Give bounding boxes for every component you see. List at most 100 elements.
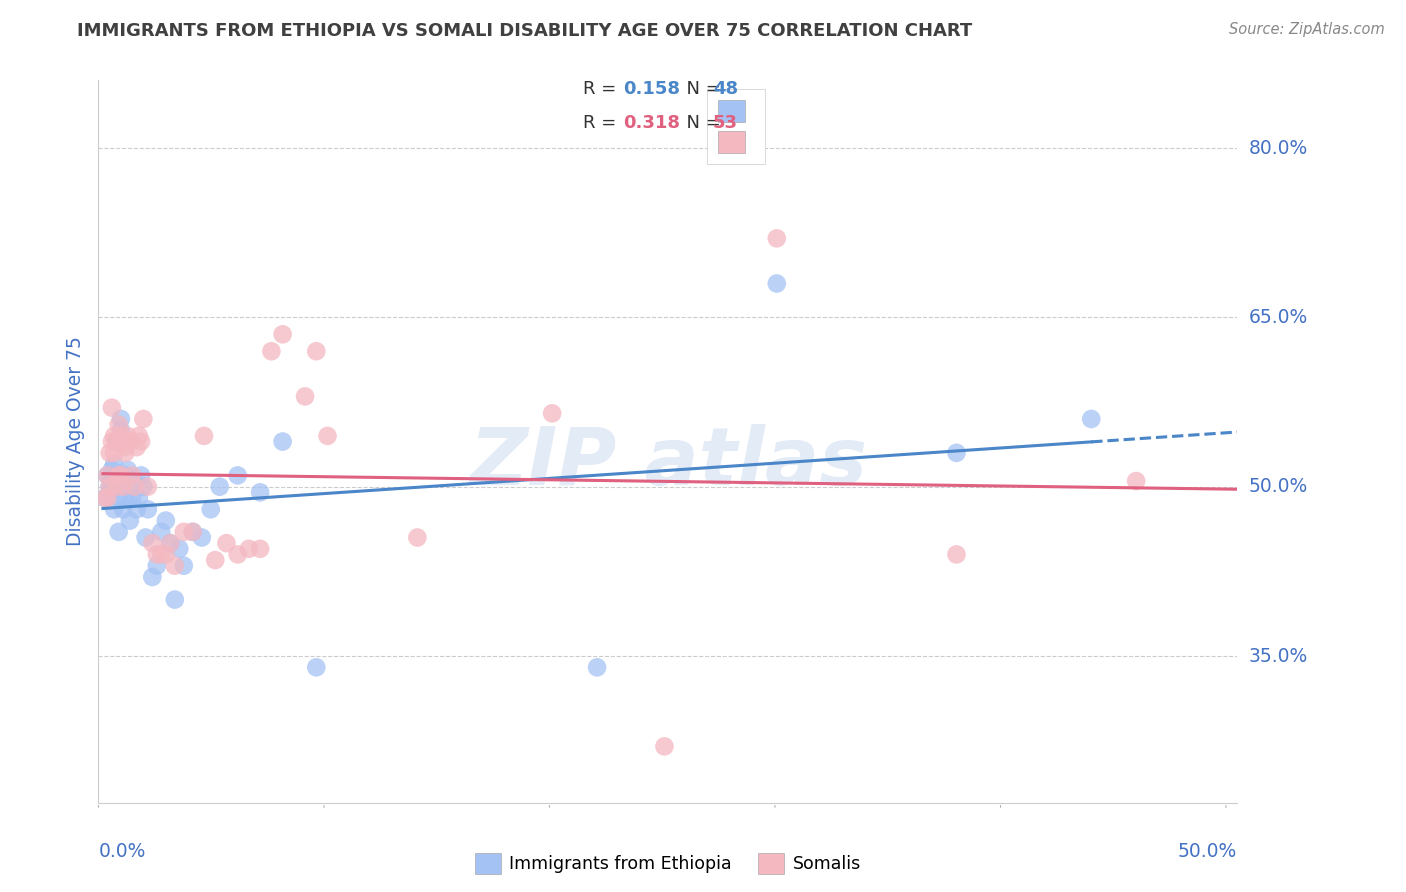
Point xyxy=(294,389,316,403)
Point xyxy=(103,429,125,443)
Point xyxy=(101,474,124,488)
Point xyxy=(112,434,135,449)
Text: ZIP atlas: ZIP atlas xyxy=(468,425,868,502)
Point xyxy=(107,524,129,539)
Point xyxy=(114,440,136,454)
Text: 0.318: 0.318 xyxy=(623,114,681,132)
Point xyxy=(305,344,328,359)
Point xyxy=(112,480,135,494)
Point xyxy=(94,491,117,505)
Point xyxy=(159,536,181,550)
Point xyxy=(155,548,177,562)
Point xyxy=(155,514,177,528)
Point xyxy=(103,502,125,516)
Point xyxy=(945,548,967,562)
Point xyxy=(98,446,121,460)
Legend: Immigrants from Ethiopia, Somalis: Immigrants from Ethiopia, Somalis xyxy=(468,846,868,880)
Point xyxy=(654,739,676,754)
Point xyxy=(107,468,129,483)
Point xyxy=(135,531,157,545)
Point xyxy=(181,524,204,539)
Point xyxy=(128,429,150,443)
Point xyxy=(190,531,212,545)
Text: R =: R = xyxy=(583,80,623,98)
Point xyxy=(200,502,222,516)
Point xyxy=(173,524,195,539)
Point xyxy=(117,463,139,477)
Point xyxy=(150,524,173,539)
Point xyxy=(541,406,564,420)
Point xyxy=(125,440,148,454)
Point xyxy=(226,468,249,483)
Point xyxy=(150,548,173,562)
Point xyxy=(121,468,143,483)
Point xyxy=(945,446,967,460)
Point xyxy=(316,429,339,443)
Point xyxy=(159,536,181,550)
Text: 0.158: 0.158 xyxy=(623,80,681,98)
Point xyxy=(98,485,121,500)
Point xyxy=(121,491,143,505)
Point xyxy=(103,446,125,460)
Point xyxy=(132,412,155,426)
Point xyxy=(173,558,195,573)
Point xyxy=(101,463,124,477)
Point xyxy=(1080,412,1102,426)
Point xyxy=(101,434,124,449)
Point xyxy=(114,468,136,483)
Y-axis label: Disability Age Over 75: Disability Age Over 75 xyxy=(66,336,84,547)
Point xyxy=(125,502,148,516)
Point xyxy=(271,327,294,342)
Point xyxy=(129,468,152,483)
Point xyxy=(163,558,186,573)
Point xyxy=(128,491,150,505)
Point xyxy=(110,468,132,483)
Point xyxy=(141,570,163,584)
Point xyxy=(98,480,121,494)
Text: N =: N = xyxy=(675,114,727,132)
Point xyxy=(105,434,128,449)
Point xyxy=(163,592,186,607)
Text: R =: R = xyxy=(583,114,623,132)
Point xyxy=(114,491,136,505)
Text: 53: 53 xyxy=(713,114,738,132)
Point xyxy=(110,412,132,426)
Point xyxy=(101,401,124,415)
Point xyxy=(129,434,152,449)
Text: 35.0%: 35.0% xyxy=(1249,647,1308,665)
Point xyxy=(105,434,128,449)
Point xyxy=(107,491,129,505)
Text: N =: N = xyxy=(675,80,727,98)
Point xyxy=(96,468,118,483)
Point xyxy=(124,480,146,494)
Point xyxy=(260,344,283,359)
Point xyxy=(765,277,787,291)
Point xyxy=(94,491,117,505)
Point xyxy=(118,514,141,528)
Point xyxy=(226,548,249,562)
Point xyxy=(96,468,118,483)
Point xyxy=(305,660,328,674)
Point xyxy=(146,548,169,562)
Point xyxy=(105,480,128,494)
Text: Source: ZipAtlas.com: Source: ZipAtlas.com xyxy=(1229,22,1385,37)
Point xyxy=(169,541,191,556)
Point xyxy=(105,480,128,494)
Point xyxy=(117,429,139,443)
Point xyxy=(114,446,136,460)
Point xyxy=(98,480,121,494)
Point xyxy=(249,485,271,500)
Point xyxy=(406,531,429,545)
Point xyxy=(238,541,260,556)
Point xyxy=(181,524,204,539)
Text: 0.0%: 0.0% xyxy=(98,842,146,861)
Point xyxy=(110,423,132,437)
Point xyxy=(249,541,271,556)
Point xyxy=(586,660,609,674)
Point xyxy=(765,231,787,245)
Point xyxy=(1125,474,1147,488)
Point xyxy=(193,429,215,443)
Point xyxy=(136,502,159,516)
Text: 48: 48 xyxy=(713,80,738,98)
Point xyxy=(208,480,231,494)
